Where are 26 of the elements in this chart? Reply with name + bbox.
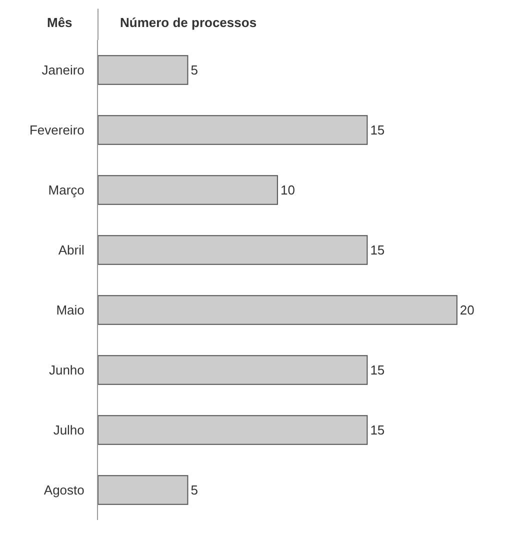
bar [98, 295, 458, 325]
data-label: 20 [460, 302, 474, 318]
data-label: 15 [370, 242, 385, 258]
data-label: 10 [280, 182, 295, 198]
y-tick-label: Agosto [44, 482, 84, 498]
bar [98, 355, 368, 385]
y-tick-label: Janeiro [42, 62, 84, 78]
y-tick-label: Abril [58, 242, 85, 258]
bar [98, 235, 368, 265]
bar [98, 115, 368, 145]
bar [98, 55, 188, 85]
data-label: 15 [370, 362, 385, 378]
y-tick-label: Junho [48, 362, 84, 378]
bar [98, 475, 188, 505]
data-label: 15 [370, 122, 385, 138]
y-tick-label: Fevereiro [29, 122, 84, 138]
y-tick-label: Março [48, 182, 84, 198]
data-label: 5 [190, 482, 198, 498]
data-label: 5 [190, 62, 198, 78]
y-tick-label: Maio [56, 302, 84, 318]
data-label: 15 [370, 422, 385, 438]
y-axis-title: Mês [47, 15, 72, 30]
x-axis-title: Número de processos [120, 15, 257, 30]
bar [98, 175, 278, 205]
bar [98, 415, 368, 445]
y-tick-label: Julho [53, 422, 84, 438]
